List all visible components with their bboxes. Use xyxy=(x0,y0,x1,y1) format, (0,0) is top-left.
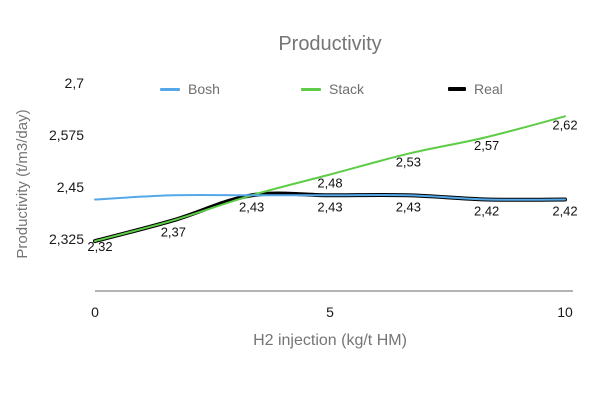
point-label-real: 2,43 xyxy=(317,199,342,214)
legend-item-real: Real xyxy=(448,80,503,98)
chart-title: Productivity xyxy=(278,33,382,55)
point-label-real: 2,43 xyxy=(396,199,421,214)
real-line-swatch-icon xyxy=(448,87,466,91)
x-axis-title: H2 injection (kg/t HM) xyxy=(253,332,407,349)
point-label-real: 2,43 xyxy=(239,199,264,214)
point-label-real: 2,42 xyxy=(474,203,499,218)
x-tick-label: 5 xyxy=(326,304,334,320)
stack-line-swatch-icon xyxy=(301,87,321,91)
point-label-stack: 2,62 xyxy=(552,117,577,132)
bosh-line-swatch-icon xyxy=(160,87,180,91)
point-label-real: 2,42 xyxy=(552,203,577,218)
y-tick-label: 2,575 xyxy=(49,127,84,143)
legend: Bosh Stack Real xyxy=(0,80,600,98)
y-tick-label: 2,7 xyxy=(65,75,85,91)
y-tick-label: 2,325 xyxy=(49,231,84,247)
point-label-stack: 2,53 xyxy=(396,155,421,170)
legend-item-stack: Stack xyxy=(301,80,364,98)
x-tick-label: 0 xyxy=(91,304,99,320)
legend-label-stack: Stack xyxy=(329,81,365,97)
legend-label-bosh: Bosh xyxy=(188,81,220,97)
series-line-stack xyxy=(94,115,566,243)
point-label-real: 2,32 xyxy=(87,239,112,254)
point-label-real: 2,37 xyxy=(161,224,186,239)
point-label-stack: 2,48 xyxy=(317,176,342,191)
x-tick-label: 10 xyxy=(557,304,573,320)
legend-item-bosh: Bosh xyxy=(160,80,220,98)
point-label-stack: 2,57 xyxy=(474,138,499,153)
y-tick-label: 2,45 xyxy=(57,179,84,195)
series-line-bosh xyxy=(94,193,566,201)
legend-label-real: Real xyxy=(474,81,503,97)
